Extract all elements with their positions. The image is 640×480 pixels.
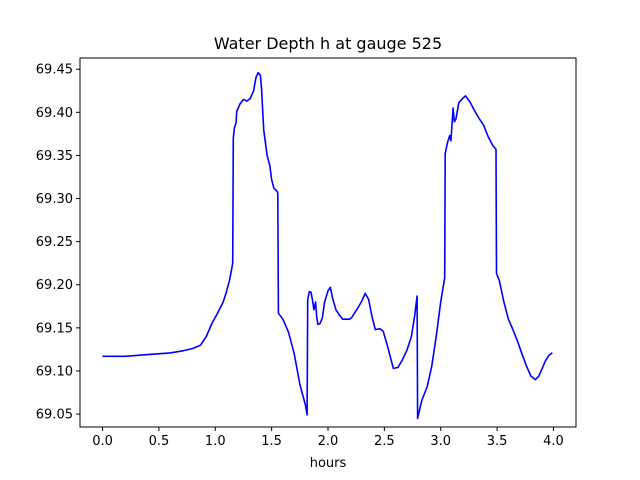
series-layer <box>102 71 553 420</box>
x-axis: 0.0 0.5 1.0 1.5 2.0 2.5 3.0 3.5 4.0 <box>92 427 564 449</box>
y-axis: 69.05 69.10 69.15 69.20 69.25 69.30 69.35 69.40… <box>36 63 80 423</box>
x-tick-label: 0.5 <box>149 434 170 449</box>
x-tick-label: 2.5 <box>374 434 395 449</box>
y-tick-label: 69.05 <box>36 408 73 423</box>
x-tick-label: 3.5 <box>487 434 508 449</box>
y-tick-label: 69.20 <box>36 278 73 293</box>
x-axis-label: hours <box>310 456 347 471</box>
chart-title: Water Depth h at gauge 525 <box>214 34 442 53</box>
x-tick-label: 1.0 <box>205 434 226 449</box>
x-tick-label: 1.5 <box>261 434 282 449</box>
y-tick-label: 69.40 <box>36 106 73 121</box>
x-tick-label: 4.0 <box>543 434 564 449</box>
series-line <box>102 71 553 420</box>
x-tick-label: 3.0 <box>430 434 451 449</box>
y-tick-label: 69.15 <box>36 321 73 336</box>
y-tick-label: 69.30 <box>36 192 73 207</box>
y-tick-label: 69.10 <box>36 364 73 379</box>
y-tick-label: 69.25 <box>36 235 73 250</box>
y-tick-label: 69.35 <box>36 149 73 164</box>
x-tick-label: 2.0 <box>318 434 339 449</box>
y-tick-label: 69.45 <box>36 63 73 78</box>
x-tick-label: 0.0 <box>92 434 113 449</box>
